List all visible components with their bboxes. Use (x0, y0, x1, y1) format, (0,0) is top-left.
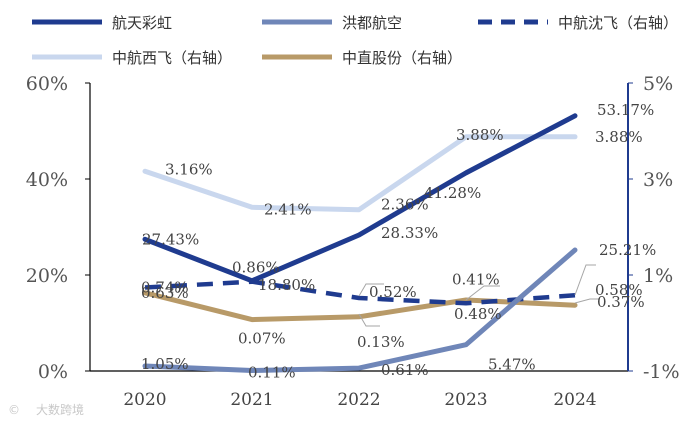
legend-label: 中航沈飞（右轴） (558, 14, 678, 32)
data-label: 3.88% (595, 128, 643, 146)
watermark: 大数跨境 (36, 402, 84, 417)
data-label: 0.86% (232, 259, 280, 277)
left-tick-label: 60% (26, 73, 68, 95)
data-label: 27.43% (142, 230, 199, 248)
data-label: 3.16% (165, 160, 213, 178)
data-label: 18.80% (258, 276, 315, 294)
data-label: 41.28% (424, 184, 481, 202)
legend-item: 航天彩虹 (32, 14, 172, 32)
leader-line (465, 285, 500, 301)
leader-line (574, 264, 596, 296)
x-tick-label: 2022 (337, 390, 380, 410)
legend-item: 洪都航空 (262, 14, 402, 32)
data-label: 2.36% (381, 196, 429, 214)
series-group (142, 113, 578, 373)
data-label: 0.63% (141, 284, 189, 302)
leader-line (574, 298, 600, 304)
x-tick-label: 2024 (553, 390, 596, 410)
data-labels: 27.43% 18.80% 28.33% 41.28% 53.17% 1.05% 0.11%… (141, 101, 656, 382)
legend-item: 中航西飞（右轴） (32, 49, 232, 67)
left-tick-label: 40% (26, 169, 68, 191)
legend-label: 中航西飞（右轴） (112, 49, 232, 67)
series-line-0 (142, 113, 578, 284)
data-label: 0.48% (454, 305, 502, 323)
series-line-3 (142, 134, 578, 213)
right-tick-label: 5% (643, 73, 673, 95)
x-tick-label: 2020 (123, 390, 166, 410)
axes: 0% 20% 40% 60% -1% 1% 3% 5% 2020 2021 2022 2023 2024 (26, 73, 680, 410)
series-line-2 (144, 279, 576, 306)
right-tick-label: -1% (643, 361, 680, 383)
data-label: 2.41% (264, 200, 312, 218)
data-label: 0.07% (238, 330, 286, 348)
leader-line (358, 283, 384, 297)
watermark-icon: © (8, 403, 20, 417)
right-tick-label: 3% (643, 169, 673, 191)
series-line-4 (142, 290, 578, 323)
left-tick-label: 20% (26, 265, 68, 287)
x-tick-label: 2023 (444, 390, 487, 410)
legend-label: 中直股份（右轴） (342, 49, 462, 67)
leader-line (358, 313, 380, 327)
legend-item: 中直股份（右轴） (262, 49, 462, 67)
data-label: 25.21% (599, 241, 656, 259)
legend: 航天彩虹 洪都航空 中航沈飞（右轴） 中航西飞（右轴） 中直股份（右轴） (32, 14, 678, 67)
data-label: 0.13% (357, 333, 405, 351)
legend-label: 洪都航空 (342, 14, 402, 32)
data-label: 53.17% (597, 101, 654, 119)
data-label: 1.05% (141, 355, 189, 373)
data-label: 0.61% (381, 361, 429, 379)
left-tick-label: 0% (38, 361, 68, 383)
data-label: 0.52% (369, 283, 417, 301)
data-label: 0.58% (595, 281, 643, 299)
data-label: 0.11% (248, 363, 296, 381)
data-label: 5.47% (488, 356, 536, 374)
data-label: 0.37% (597, 293, 645, 311)
legend-item: 中航沈飞（右轴） (478, 14, 678, 32)
legend-label: 航天彩虹 (112, 14, 172, 32)
data-label: 28.33% (381, 224, 438, 242)
data-label: 0.74% (141, 278, 189, 296)
series-line-1 (142, 247, 578, 373)
data-label: 0.41% (452, 270, 500, 288)
x-tick-label: 2021 (230, 390, 273, 410)
data-label: 3.88% (456, 126, 504, 144)
right-tick-label: 1% (643, 265, 673, 287)
